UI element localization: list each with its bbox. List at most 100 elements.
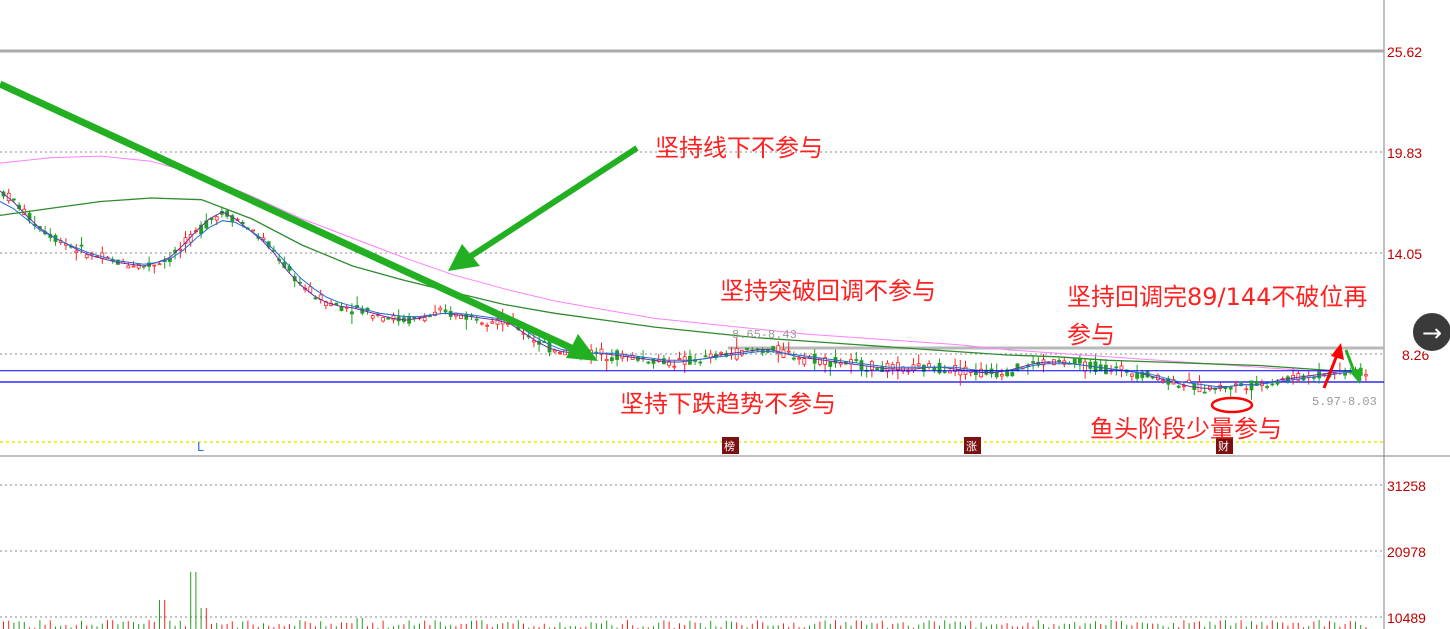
candle-body — [719, 352, 723, 355]
candle-body — [11, 198, 16, 201]
candle-body — [792, 357, 796, 360]
candle-body — [797, 357, 801, 360]
annotation-pullback-1: 坚持回调完89/144不破位再 — [1067, 283, 1367, 311]
trend-arrow-icon — [0, 80, 598, 361]
vol-tick-20978: 20978 — [1387, 544, 1426, 560]
candle-body — [1078, 358, 1082, 364]
ma-line-3 — [0, 197, 1361, 374]
candle-body — [646, 361, 651, 364]
candle-body — [1176, 385, 1181, 388]
candle-body — [157, 263, 162, 266]
y-tick-14-05: 14.05 — [1387, 246, 1422, 262]
candle-body — [547, 341, 552, 353]
candle-body — [1265, 386, 1269, 388]
candle-body — [740, 350, 744, 356]
ma-line-1 — [0, 201, 1360, 387]
candle-body — [677, 358, 682, 360]
candle-body — [490, 321, 495, 324]
candle-body — [1104, 364, 1108, 375]
candle-body — [703, 355, 708, 358]
candle-body — [495, 319, 500, 325]
candle-body — [381, 317, 386, 322]
candle-body — [1244, 388, 1249, 391]
candle-body — [828, 361, 833, 367]
next-button[interactable]: → — [1411, 311, 1450, 353]
candle-body — [994, 371, 999, 378]
candle-body — [1000, 374, 1004, 377]
candle-body — [1010, 372, 1015, 377]
candle-body — [552, 349, 557, 353]
red-up-arrow-icon — [1322, 343, 1344, 389]
candle-body — [937, 362, 942, 374]
candle-body — [204, 220, 209, 229]
candle-body — [979, 368, 983, 378]
candle-body — [558, 352, 562, 354]
candle-body — [651, 359, 656, 364]
candle-body — [942, 371, 947, 373]
candle-body — [599, 348, 604, 355]
candle-body — [1364, 374, 1368, 377]
candle-body — [532, 339, 536, 343]
candle-body — [412, 316, 417, 319]
green-down-arrow-icon — [1344, 349, 1362, 384]
candle-body — [896, 362, 900, 371]
candle-body — [672, 365, 677, 368]
candle-body — [802, 358, 807, 365]
candle-body — [1228, 386, 1233, 390]
candle-body — [339, 306, 344, 312]
marker-l: L — [197, 440, 204, 454]
candle-body — [870, 361, 874, 371]
candle-body — [422, 317, 427, 322]
candle-body — [989, 368, 994, 375]
candle-body — [1202, 391, 1207, 394]
candle-body — [1140, 371, 1145, 379]
candle-body — [1088, 361, 1093, 369]
candle-body — [1005, 369, 1009, 377]
candle-body — [313, 297, 318, 300]
candle-body — [786, 350, 791, 353]
candle-body — [932, 367, 937, 371]
annotation-fishhead: 鱼头阶段少量参与 — [1090, 415, 1282, 443]
candle-body — [875, 368, 879, 370]
range-label-high: 8.65-8.43 — [732, 328, 797, 342]
candle-body — [667, 360, 671, 366]
candle-body — [84, 254, 89, 259]
range-label-low: 5.97-8.03 — [1312, 395, 1377, 409]
marker-bang: 榜 — [724, 439, 735, 453]
annotation-pullback-2: 参与 — [1067, 321, 1115, 349]
candle-body — [214, 216, 219, 221]
candle-body — [1135, 372, 1139, 379]
marker-cai-box — [1216, 437, 1233, 454]
candle-body — [916, 363, 921, 367]
y-tick-19-83: 19.83 — [1387, 145, 1422, 161]
candle-body — [890, 364, 895, 369]
pointer-arrow-icon — [448, 145, 639, 271]
volume-bars-group — [3, 572, 1367, 629]
candle-body — [776, 345, 781, 355]
candle-body — [485, 324, 490, 327]
candle-body — [1114, 366, 1119, 369]
ma-line-2 — [0, 155, 1361, 373]
candle-body — [610, 357, 614, 361]
annotation-breakout: 坚持突破回调不参与 — [720, 277, 936, 305]
annotation-below-line: 坚持线下不参与 — [655, 134, 823, 162]
candle-body — [1119, 365, 1124, 371]
marker-zhang-box — [964, 437, 981, 454]
vol-tick-31258: 31258 — [1387, 478, 1426, 494]
candle-body — [443, 309, 448, 313]
arrow-right-icon: → — [1421, 319, 1443, 347]
candle-body — [1031, 361, 1035, 363]
candle-body — [1057, 359, 1061, 362]
y-tick-25-62: 25.62 — [1387, 44, 1422, 60]
candle-body — [370, 315, 375, 319]
moving-averages-group — [0, 155, 1361, 389]
marker-cai: 财 — [1218, 439, 1229, 453]
candle-body — [724, 352, 729, 357]
candle-body — [698, 361, 703, 364]
vol-tick-10489: 10489 — [1387, 610, 1426, 626]
candle-body — [131, 265, 136, 268]
candle-body — [386, 317, 391, 320]
candle-body — [136, 264, 141, 269]
candle-body — [854, 359, 859, 361]
